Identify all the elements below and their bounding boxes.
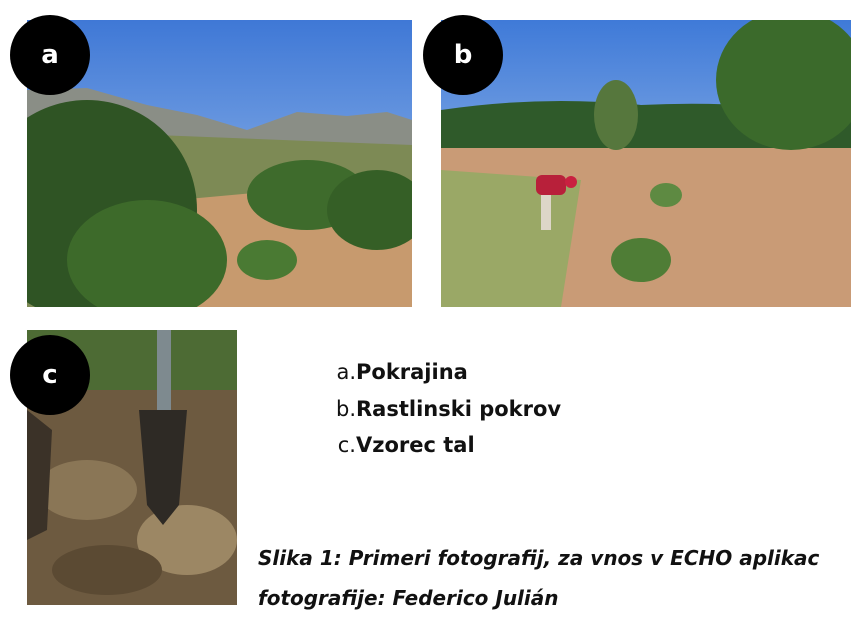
photo-vegetation: [441, 20, 851, 307]
list-text: Rastlinski pokrov: [356, 397, 561, 421]
legend-item: c.Vzorec tal: [330, 427, 561, 464]
list-text: Vzorec tal: [356, 433, 475, 457]
list-marker: b.: [330, 391, 356, 428]
caption-line: Slika 1: Primeri fotografij, za vnos v E…: [258, 538, 851, 578]
photo-legend: a.Pokrajina b.Rastlinski pokrov c.Vzorec…: [330, 354, 561, 464]
legend-item: b.Rastlinski pokrov: [330, 391, 561, 428]
photo-label: a: [10, 15, 90, 95]
legend-item: a.Pokrajina: [330, 354, 561, 391]
photo-label: b: [423, 15, 503, 95]
list-marker: c.: [330, 427, 356, 464]
list-text: Pokrajina: [356, 360, 468, 384]
photo-b-image: [441, 20, 851, 307]
page: {"photos": [{"label": "a"}, {"label": "b…: [0, 0, 851, 605]
photo-label: c: [10, 335, 90, 415]
caption: Slika 1: Primeri fotografij, za vnos v E…: [258, 538, 851, 618]
caption-line: fotografije: Federico Julián: [258, 578, 851, 618]
list-marker: a.: [330, 354, 356, 391]
